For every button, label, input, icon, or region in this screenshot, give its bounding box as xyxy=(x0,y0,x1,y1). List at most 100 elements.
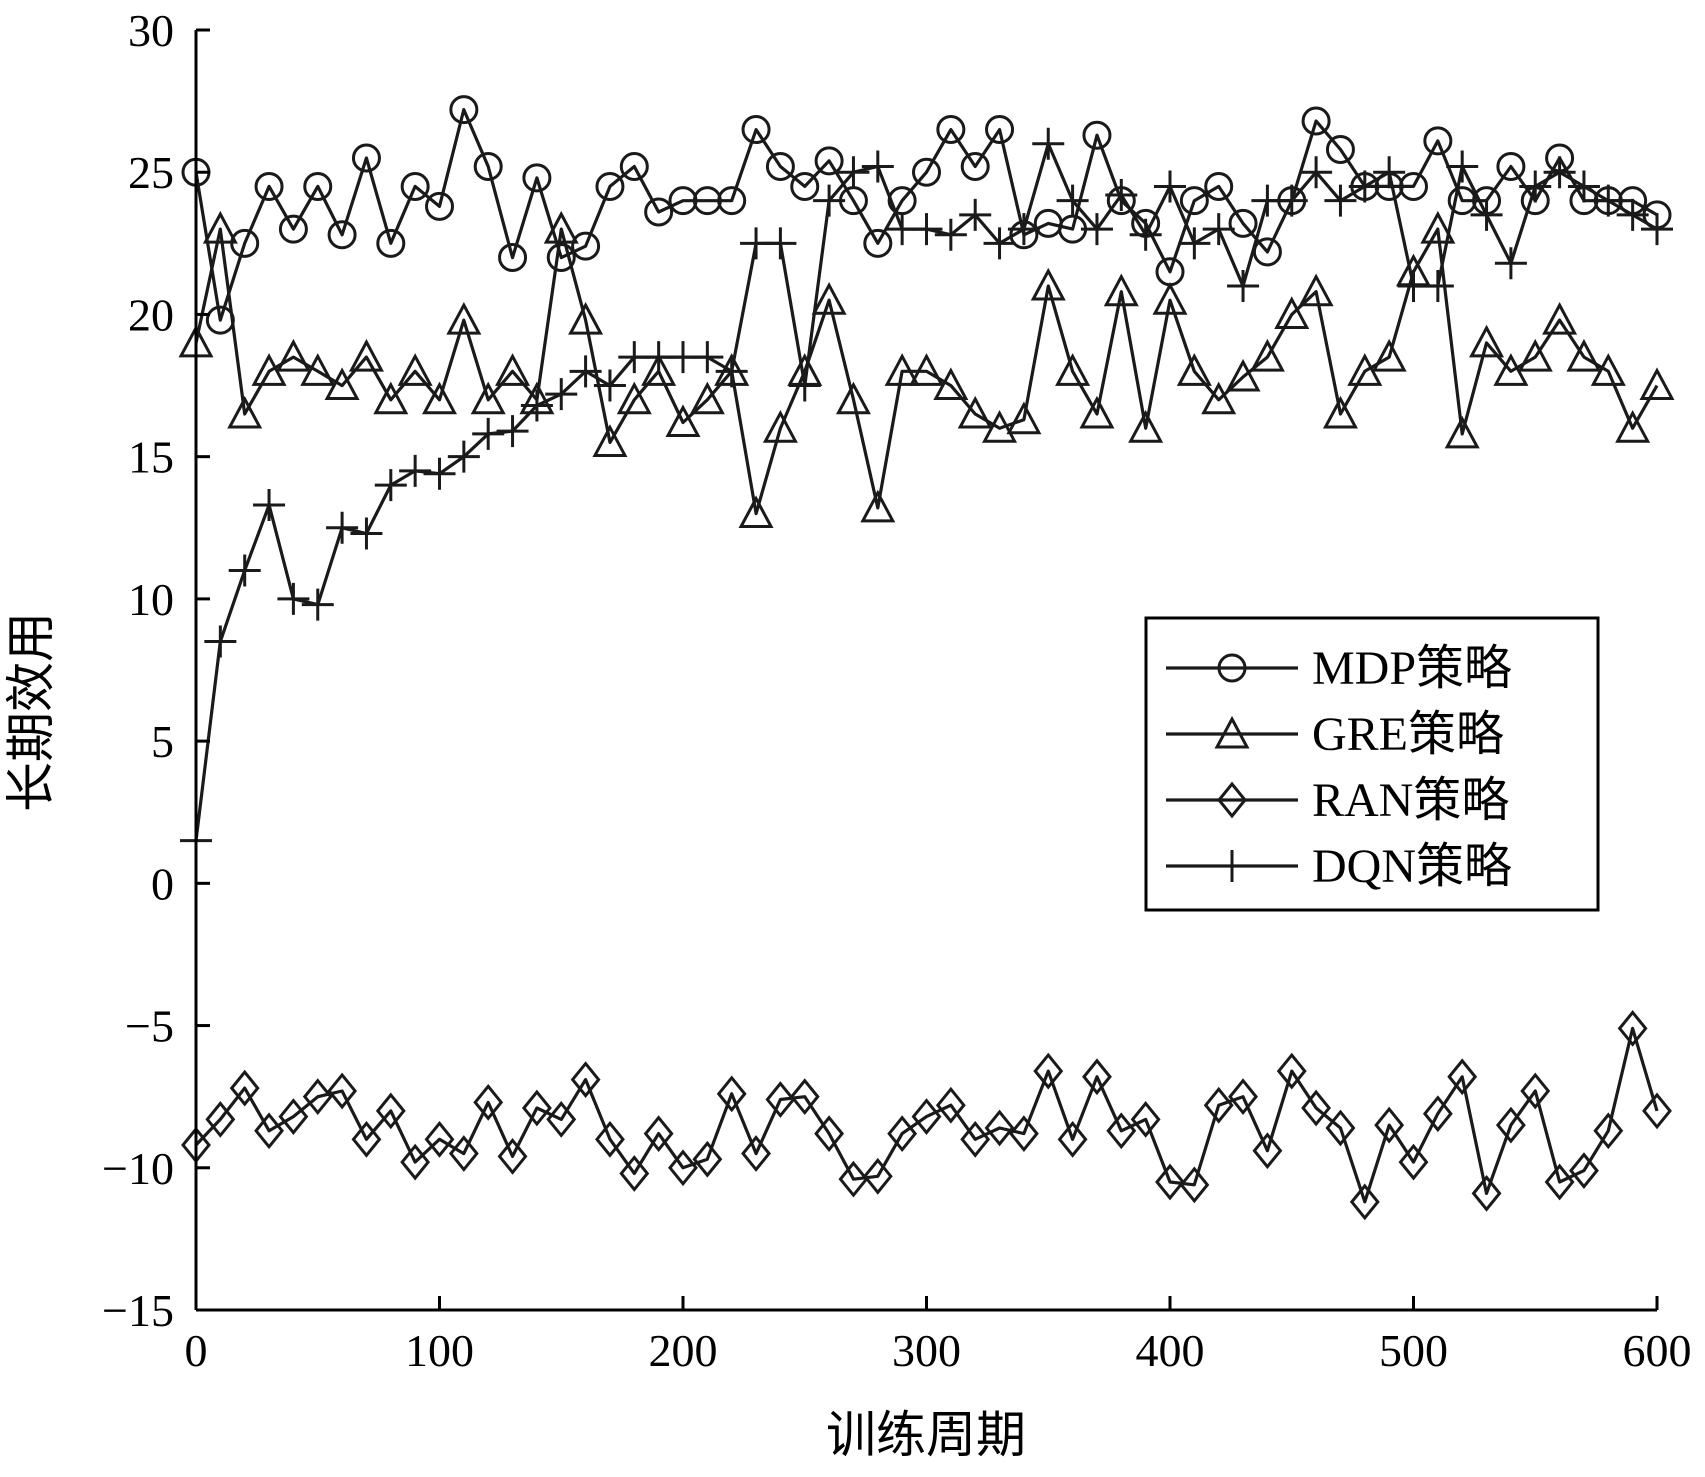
data-point-circle xyxy=(205,305,235,335)
data-point-triangle xyxy=(592,424,628,457)
data-point-circle xyxy=(863,228,893,258)
data-point-circle xyxy=(1325,134,1355,164)
data-point-diamond xyxy=(521,1089,552,1127)
data-point-triangle xyxy=(1639,367,1675,401)
data-point-triangle xyxy=(1469,324,1505,358)
data-point-diamond xyxy=(1471,1175,1502,1212)
data-point-plus xyxy=(253,489,286,522)
data-point-diamond xyxy=(302,1078,333,1116)
data-point-diamond xyxy=(619,1155,650,1192)
data-point-plus xyxy=(520,389,553,422)
legend-marker-plus xyxy=(1216,850,1248,882)
y-tick-label: 25 xyxy=(128,147,174,198)
data-point-plus xyxy=(691,341,724,374)
data-point-plus xyxy=(1446,150,1479,183)
data-point-plus xyxy=(1470,198,1503,231)
data-point-circle xyxy=(1447,186,1477,216)
data-point-diamond xyxy=(1349,1183,1380,1221)
data-point-triangle xyxy=(1298,273,1334,307)
data-point-circle xyxy=(303,171,333,201)
data-point-diamond xyxy=(838,1160,869,1198)
data-point-circle xyxy=(912,157,941,187)
series-line-1 xyxy=(194,107,1658,322)
y-tick-label: 0 xyxy=(151,858,174,909)
y-tick-label: −15 xyxy=(102,1285,174,1336)
data-point-plus xyxy=(1007,213,1040,246)
data-point-plus xyxy=(472,417,505,450)
data-point-circle xyxy=(765,152,795,182)
data-point-diamond xyxy=(546,1101,577,1138)
data-point-plus xyxy=(1227,270,1260,302)
data-point-diamond xyxy=(1203,1086,1234,1124)
data-point-circle xyxy=(644,197,674,227)
data-point-triangle xyxy=(1542,301,1578,335)
series-markers xyxy=(178,95,1675,1221)
data-point-diamond xyxy=(716,1075,747,1113)
data-point-plus xyxy=(447,440,480,473)
data-point-diamond xyxy=(570,1061,601,1098)
data-point-plus xyxy=(1032,127,1065,160)
data-point-circle xyxy=(619,152,649,182)
data-point-plus xyxy=(326,511,359,544)
data-point-diamond xyxy=(862,1157,893,1195)
data-point-circle xyxy=(278,214,308,244)
data-point-diamond xyxy=(668,1149,698,1187)
data-point-triangle xyxy=(1201,381,1237,415)
data-point-diamond xyxy=(911,1098,942,1135)
data-point-plus xyxy=(1348,170,1381,203)
data-point-triangle xyxy=(1079,395,1115,429)
data-point-circle xyxy=(814,146,844,176)
data-point-diamond xyxy=(814,1115,845,1153)
data-point-triangle xyxy=(665,404,701,438)
data-point-plus xyxy=(1080,213,1113,246)
data-point-diamond xyxy=(1106,1112,1137,1150)
data-point-circle xyxy=(668,186,698,216)
data-point-triangle xyxy=(470,381,506,415)
data-point-diamond xyxy=(1155,1163,1185,1201)
data-point-circle xyxy=(1204,171,1234,201)
data-point-diamond xyxy=(595,1120,625,1158)
data-point-diamond xyxy=(1374,1106,1405,1144)
data-point-circle xyxy=(1228,208,1258,238)
data-point-triangle xyxy=(1347,353,1383,386)
data-point-triangle xyxy=(1590,353,1626,386)
data-point-diamond xyxy=(1617,1010,1648,1047)
data-point-plus xyxy=(277,582,310,615)
data-point-plus xyxy=(1056,184,1089,217)
y-tick-label: 5 xyxy=(151,716,174,767)
data-point-diamond xyxy=(205,1101,236,1138)
data-point-triangle xyxy=(616,381,652,415)
data-point-plus xyxy=(1324,184,1357,217)
x-tick-label: 600 xyxy=(1623,1325,1692,1376)
data-point-plus xyxy=(228,554,261,587)
data-point-triangle xyxy=(1249,338,1285,372)
data-point-circle xyxy=(790,171,820,201)
data-point-triangle xyxy=(1030,267,1066,301)
data-point-circle xyxy=(376,228,406,258)
data-point-plus xyxy=(1519,170,1552,203)
data-point-plus xyxy=(764,227,797,260)
data-point-plus xyxy=(1300,156,1333,189)
data-point-circle xyxy=(717,186,747,216)
x-tick-label: 400 xyxy=(1136,1325,1205,1376)
data-point-diamond xyxy=(1642,1092,1672,1130)
data-point-circle xyxy=(327,220,357,250)
data-point-triangle xyxy=(1371,338,1407,372)
data-point-circle xyxy=(498,243,528,273)
data-point-plus xyxy=(569,355,602,388)
data-point-triangle xyxy=(957,395,993,429)
data-point-triangle xyxy=(324,367,360,401)
data-point-plus xyxy=(910,213,943,246)
legend-marker-circle xyxy=(1217,653,1247,683)
data-point-circle xyxy=(449,95,479,125)
data-point-diamond xyxy=(1325,1109,1356,1147)
data-point-triangle xyxy=(1322,395,1358,429)
data-point-triangle xyxy=(1176,353,1212,386)
data-point-triangle xyxy=(1615,410,1651,443)
data-point-diamond xyxy=(1569,1152,1599,1189)
data-point-plus xyxy=(1373,156,1406,189)
data-point-plus xyxy=(593,369,626,402)
data-point-diamond xyxy=(375,1092,406,1130)
